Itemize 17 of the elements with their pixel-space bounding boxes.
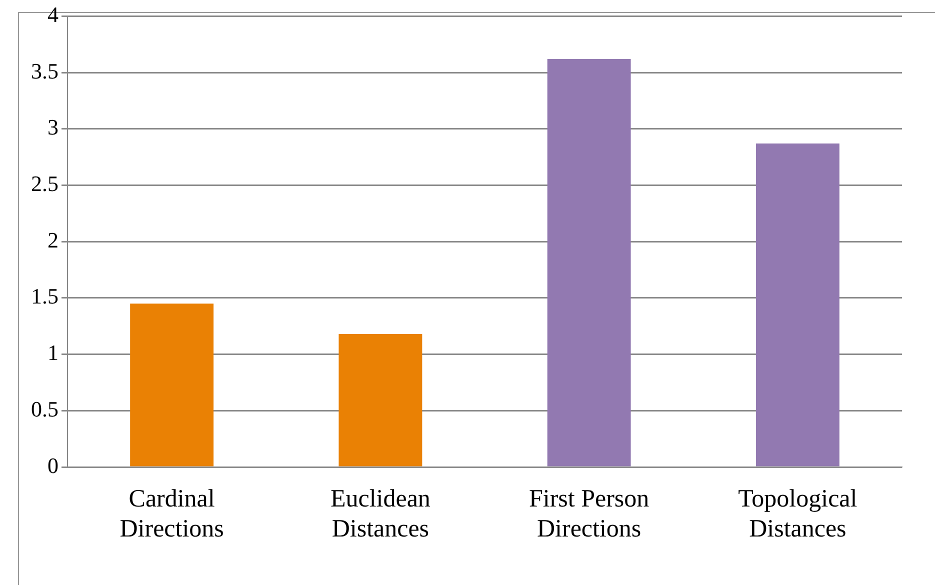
- x-tick-label: Euclidean Distances: [330, 486, 431, 543]
- y-tick-label: 4: [48, 2, 58, 27]
- y-tick-label: 0: [48, 452, 58, 478]
- y-tick-label: 1: [48, 340, 58, 366]
- bar: [338, 334, 422, 466]
- x-tick-label: First Person Directions: [528, 486, 650, 543]
- y-tick-label: 1.5: [31, 284, 58, 309]
- y-tick-label: 3.5: [31, 58, 58, 84]
- y-tick-label: 3: [48, 114, 58, 140]
- x-tick-label: Topological Distances: [738, 486, 858, 543]
- x-tick-label: Cardinal Directions: [120, 486, 224, 543]
- bar: [756, 144, 840, 466]
- y-tick-label: 0.5: [31, 396, 58, 422]
- bar: [547, 59, 631, 466]
- y-tick-label: 2.5: [31, 171, 58, 196]
- y-tick-label: 2: [48, 227, 58, 252]
- bar: [130, 304, 214, 466]
